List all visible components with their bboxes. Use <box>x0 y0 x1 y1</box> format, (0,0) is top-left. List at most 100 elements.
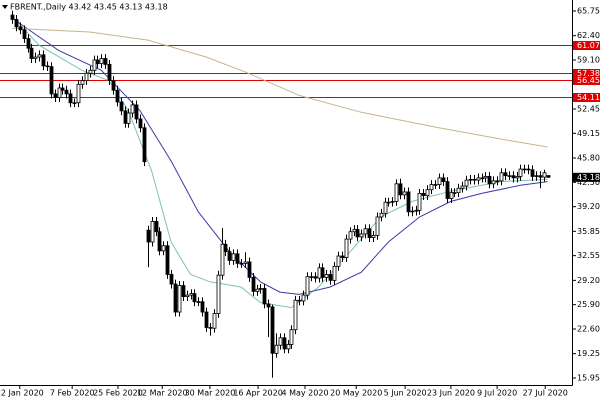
candle-body <box>503 172 508 177</box>
candle-body <box>243 261 248 264</box>
candle-body <box>546 175 551 178</box>
x-tick-label: 5 Jun 2020 <box>384 389 427 398</box>
candle-body <box>534 175 539 177</box>
candle-body <box>414 209 419 212</box>
candle-body <box>526 168 531 171</box>
candle-body <box>88 69 93 74</box>
candle-body <box>262 288 267 305</box>
candle-body <box>99 58 104 65</box>
candle-body <box>92 59 97 71</box>
candle-body <box>165 245 170 275</box>
candle-body <box>10 14 15 20</box>
candle-body <box>507 175 512 177</box>
y-tick-label: 35.85 <box>577 227 600 236</box>
candle-body <box>538 175 543 178</box>
candle-body <box>367 228 372 239</box>
candle-body <box>456 187 461 194</box>
x-tick-label: 7 Feb 2020 <box>50 389 95 398</box>
y-tick-label: 32.55 <box>577 251 600 260</box>
candle-body <box>522 168 527 171</box>
candle-body <box>115 89 120 103</box>
candle-body <box>437 177 442 185</box>
x-tick-label: 30 Mar 2020 <box>185 389 236 398</box>
candle-body <box>278 337 283 346</box>
candle-body <box>309 276 314 278</box>
candle-body <box>235 253 240 264</box>
candle-body <box>239 262 244 265</box>
candle-body <box>270 306 275 354</box>
candle-body <box>208 327 213 329</box>
candle-body <box>441 177 446 182</box>
candle-body <box>344 238 349 258</box>
candle-body <box>394 183 399 202</box>
current-price-label: 43.18 <box>577 173 600 182</box>
level-label-bg <box>573 69 600 78</box>
level-label-bg <box>573 93 600 102</box>
candle-body <box>227 251 232 261</box>
y-tick-label: 49.15 <box>577 129 600 138</box>
candle-body <box>274 344 279 354</box>
candle-body <box>398 183 403 196</box>
candle-body <box>480 177 485 180</box>
x-tick-label: 27 Jul 2020 <box>523 389 568 398</box>
level-label: 57.38 <box>577 69 600 78</box>
candle-body <box>258 288 263 290</box>
candle-body <box>200 301 205 313</box>
candle-body <box>476 177 481 181</box>
candle-body <box>483 176 488 179</box>
candle-body <box>41 54 46 67</box>
x-tick-label: 23 Jun 2020 <box>427 389 475 398</box>
candle-body <box>142 127 147 163</box>
candle-body <box>49 66 54 95</box>
candle-body <box>223 243 228 253</box>
candle-body <box>468 178 473 181</box>
level-label-bg <box>573 76 600 85</box>
y-tick-label: 19.25 <box>577 349 600 358</box>
candle-body <box>189 293 194 296</box>
candle-body <box>231 253 236 261</box>
y-tick-label: 15.95 <box>577 373 600 382</box>
candle-body <box>123 110 128 124</box>
candle-body <box>29 47 34 59</box>
candle-body <box>363 228 368 235</box>
candle-body <box>383 201 388 214</box>
candle-body <box>119 101 124 112</box>
candle-body <box>336 255 341 267</box>
candle-body <box>192 293 197 303</box>
y-tick-label: 42.50 <box>577 178 600 187</box>
candle-body <box>33 56 38 59</box>
candle-body <box>72 102 77 104</box>
y-tick-label: 29.20 <box>577 276 600 285</box>
level-label: 56.45 <box>577 76 600 85</box>
candle-body <box>355 229 360 238</box>
candle-body <box>95 59 100 65</box>
candle-body <box>320 267 325 278</box>
chart-title: FBRENT.,Daily 43.42 43.45 43.13 43.18 <box>10 3 168 12</box>
x-tick-label: 16 Apr 2020 <box>233 389 282 398</box>
candle-body <box>464 179 469 187</box>
x-tick-label: 20 May 2020 <box>330 389 382 398</box>
candle-body <box>542 172 547 178</box>
candle-body <box>107 64 112 82</box>
candle-body <box>487 176 492 185</box>
candle-body <box>371 234 376 239</box>
y-tick-label: 62.40 <box>577 31 600 40</box>
candle-body <box>515 176 520 179</box>
y-tick-label: 39.20 <box>577 202 600 211</box>
candle-body <box>375 216 380 236</box>
candle-body <box>352 229 357 233</box>
candle-body <box>499 172 504 182</box>
candle-body <box>57 87 62 98</box>
candle-body <box>359 233 364 238</box>
candle-body <box>511 175 516 179</box>
candle-body <box>286 344 291 350</box>
candle-body <box>154 220 159 233</box>
candle-body <box>181 285 186 297</box>
menu-triangle <box>2 5 8 9</box>
candle-body <box>185 294 190 297</box>
y-tick-label: 22.60 <box>577 324 600 333</box>
candle-body <box>433 184 438 186</box>
x-tick-label: 25 Feb 2020 <box>93 389 143 398</box>
